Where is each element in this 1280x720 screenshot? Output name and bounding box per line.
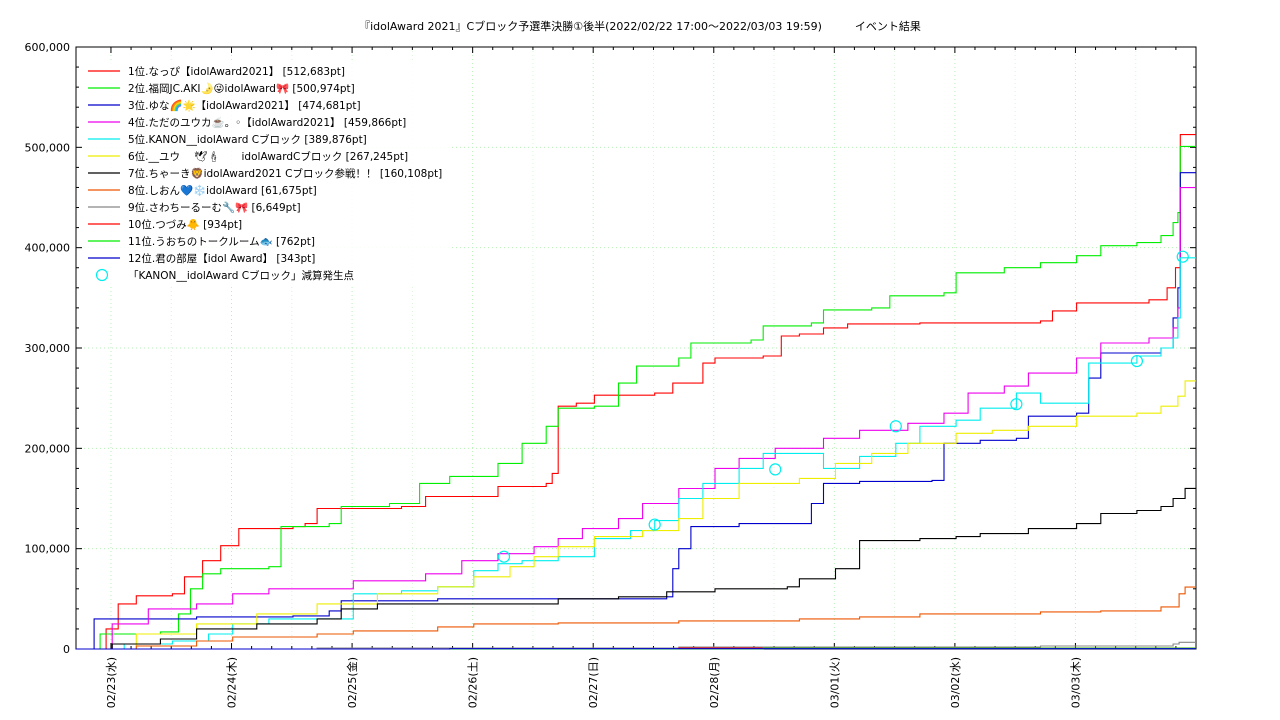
legend-marker-swatch	[95, 268, 109, 282]
legend-entry: 7位.ちゃーき🦁idolAward2021 Cブロック参戦！！ [160,108…	[128, 167, 442, 180]
marker-point	[648, 518, 661, 531]
legend-entry: 2位.福岡JC.AKI🌛😜idolAward🎀 [500,974pt]	[128, 82, 355, 95]
y-tick-label: 200,000	[25, 442, 71, 455]
y-tick-label: 600,000	[25, 41, 71, 54]
series-line-6	[76, 380, 1196, 650]
legend-entry: 6位.__ユウ 🕊🕯 idolAwardCブロック [267,245pt]	[128, 150, 408, 163]
x-tick-label: 02/27(日)	[587, 657, 600, 708]
legend-entry: 11位.うおちのトークルーム🐟 [762pt]	[128, 235, 315, 248]
series-line-5	[76, 257, 1196, 650]
legend-entry: 1位.なっぴ【idolAward2021】 [512,683pt]	[128, 65, 345, 78]
x-tick-label: 03/01(火)	[828, 657, 841, 708]
y-tick-label: 0	[63, 643, 70, 656]
marker-point	[769, 463, 782, 476]
legend-entry: 4位.ただのユウカ☕️。◦【idolAward2021】 [459,866pt]	[128, 116, 406, 129]
x-tick-label: 03/03(木)	[1069, 657, 1082, 708]
marker-points	[497, 250, 1189, 563]
chart-title: 『idolAward 2021』Cブロック予選準決勝①後半(2022/02/22…	[359, 20, 921, 33]
series-line-9	[76, 641, 1196, 650]
marker-point	[497, 550, 511, 563]
series-line-1	[76, 134, 1196, 650]
y-tick-label: 400,000	[25, 242, 71, 255]
x-tick-label: 02/26(土)	[467, 657, 480, 708]
series-line-4	[76, 187, 1196, 650]
axis-ticks: 0 100,000 200,000 300,000 400,000 500,000 600,…	[25, 41, 1196, 708]
legend-entry: 12位.君の部屋【idol Award】 [343pt]	[128, 252, 315, 265]
x-tick-label: 03/02(水)	[949, 657, 962, 708]
x-tick-label: 02/25(金)	[345, 657, 359, 708]
legend-entry: 3位.ゆな🌈🌟【idolAward2021】 [474,681pt]	[128, 99, 361, 112]
legend-entry: 9位.さわちーるーむ🔧🎀 [6,649pt]	[128, 201, 301, 214]
marker-point	[889, 420, 902, 433]
series-line-2	[76, 145, 1196, 650]
series-line-8	[76, 586, 1196, 650]
y-tick-label: 100,000	[25, 543, 71, 556]
legend-entry: 5位.KANON__idolAward Cブロック [389,876pt]	[128, 133, 367, 146]
marker-point	[1010, 398, 1023, 411]
legend-entry: 10位.つづみ🐥 [934pt]	[128, 218, 242, 231]
legend-entry: 8位.しおん💙❄️idolAward [61,675pt]	[128, 184, 317, 197]
legend-background	[82, 62, 452, 287]
marker-point	[1130, 354, 1144, 368]
series-lines	[76, 134, 1196, 650]
y-tick-label: 500,000	[25, 141, 71, 154]
x-tick-label: 02/28(月)	[708, 657, 721, 708]
series-line-7	[76, 487, 1196, 650]
y-tick-label: 300,000	[25, 342, 71, 355]
x-tick-label: 02/24(木)	[226, 657, 239, 708]
marker-point	[1176, 250, 1189, 263]
x-tick-label: 02/23(水)	[105, 657, 118, 708]
legend: 1位.なっぴ【idolAward2021】 [512,683pt] 2位.福岡JC…	[82, 62, 452, 287]
legend-entry: 「KANON__idolAward Cブロック」減算発生点	[128, 269, 354, 282]
